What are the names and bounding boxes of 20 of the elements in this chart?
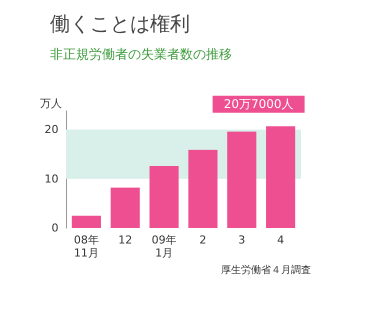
y-tick-label: 0 [52,222,58,234]
x-tick-label: 3 [238,234,246,246]
chart-title: 働くことは権利 [50,12,190,36]
x-tick-label: 12 [118,234,132,246]
y-tick-label: 20 [44,123,58,136]
bar [227,132,256,228]
y-axis-title: 万人 [40,97,62,110]
bar [266,126,296,228]
chart-subtitle: 非正規労働者の失業者数の推移 [50,48,232,63]
x-tick-label: 2 [199,234,206,246]
bar [188,150,218,228]
bar [72,216,101,228]
x-tick-label: 08年 11月 [74,234,99,260]
annotation: 20万7000人 [224,97,294,112]
bar [150,166,179,228]
x-tick-label: 09年 1月 [152,234,177,260]
text: 厚生労働省４月調査 [221,264,311,276]
bar [110,188,140,228]
x-tick-label: 4 [277,234,284,246]
y-tick-label: 10 [44,172,58,186]
